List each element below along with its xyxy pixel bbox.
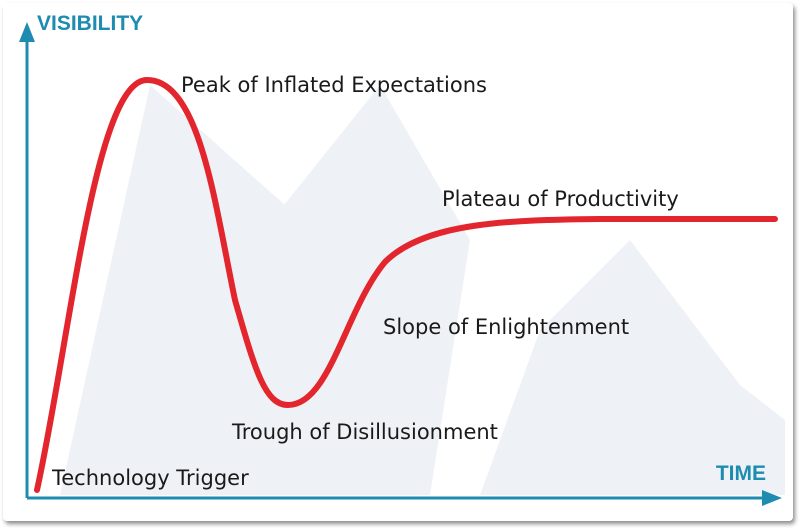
background-mountain-center <box>230 85 470 495</box>
phase-label-peak: Peak of Inflated Expectations <box>181 73 487 97</box>
phase-label-slope: Slope of Enlightenment <box>383 315 629 339</box>
axes <box>19 22 782 506</box>
x-axis-arrow-icon <box>762 490 782 506</box>
background-mountain-right <box>480 240 785 495</box>
phase-label-plateau: Plateau of Productivity <box>442 187 679 211</box>
y-axis-arrow-icon <box>19 22 35 42</box>
phase-label-trough: Trough of Disillusionment <box>231 420 498 444</box>
hype-cycle-curve <box>34 77 778 493</box>
x-axis-label: TIME <box>716 462 766 485</box>
y-axis-label: VISIBILITY <box>37 12 143 35</box>
background-shapes <box>60 85 785 495</box>
phase-label-technology-trigger: Technology Trigger <box>51 466 249 490</box>
